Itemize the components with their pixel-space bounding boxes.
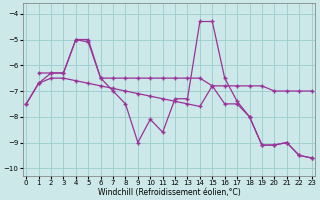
X-axis label: Windchill (Refroidissement éolien,°C): Windchill (Refroidissement éolien,°C) (98, 188, 240, 197)
